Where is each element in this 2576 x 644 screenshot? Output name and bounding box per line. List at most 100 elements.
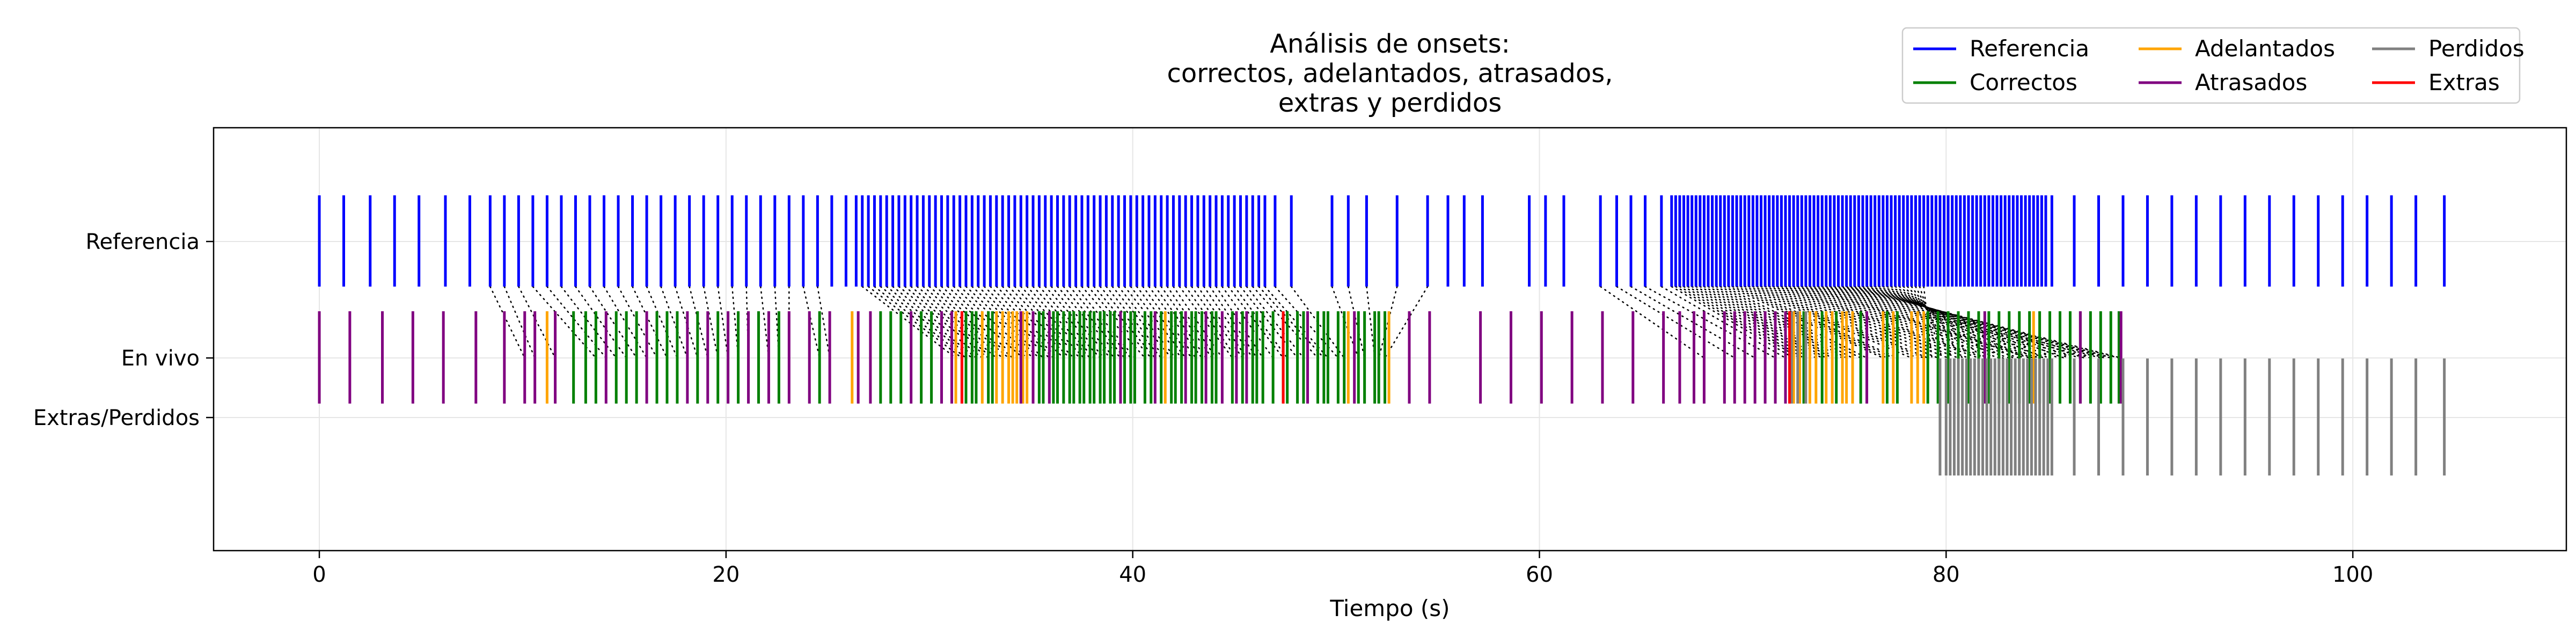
match-link (1081, 286, 1146, 359)
x-tick-label-2: 40 (1119, 562, 1146, 587)
legend-label-perdidos: Perdidos (2428, 35, 2524, 62)
match-link (1057, 286, 1122, 359)
match-link (760, 286, 770, 359)
match-link (1902, 286, 1984, 359)
match-link (867, 286, 963, 359)
match-link (1075, 286, 1136, 359)
match-link (503, 286, 536, 359)
match-link (1087, 286, 1152, 359)
match-link (1764, 286, 1949, 359)
chart-title-line-3: extras y perdidos (1278, 88, 1502, 118)
y-tick-label-0: Referencia (86, 230, 200, 254)
match-link (1919, 286, 1943, 359)
match-link (1772, 286, 1970, 359)
match-link (589, 286, 638, 359)
legend-label-correctos: Correctos (1970, 69, 2077, 96)
match-link (983, 286, 1058, 359)
legend-label-referencia: Referencia (1970, 35, 2089, 62)
match-link (1111, 286, 1172, 359)
match-link (489, 286, 525, 359)
y-tick-label-2: Extras/Perdidos (33, 406, 200, 430)
match-link (1258, 286, 1325, 359)
match-link (532, 286, 597, 359)
match-link (977, 286, 1055, 359)
match-link (660, 286, 689, 359)
match-link (1020, 286, 1091, 359)
y-axis-ticks: Referencia En vivo Extras/Perdidos (33, 230, 214, 430)
match-link (1001, 286, 1075, 359)
match-link (603, 286, 648, 359)
match-link (632, 286, 668, 359)
match-link (1768, 286, 1959, 359)
match-link (965, 286, 1044, 359)
match-link (1203, 286, 1254, 359)
x-tick-label-1: 20 (712, 562, 740, 587)
match-link (1274, 286, 1339, 359)
match-link (1858, 286, 2096, 359)
match-link (1838, 286, 2112, 359)
x-axis-label: Tiempo (s) (1329, 595, 1450, 621)
match-link (817, 286, 831, 359)
match-link (1703, 286, 1837, 359)
match-link (1008, 286, 1081, 359)
match-link (1366, 286, 1375, 359)
legend-label-adelantados: Adelantados (2195, 35, 2335, 62)
match-link (959, 286, 1040, 359)
match-link (1792, 286, 2010, 359)
match-link (1740, 286, 1898, 359)
x-tick-label-3: 60 (1526, 562, 1553, 587)
match-link (1862, 286, 2085, 359)
match-link (1675, 286, 1801, 359)
match-link (1063, 286, 1125, 359)
match-link (861, 286, 957, 359)
match-link (1246, 286, 1305, 359)
match-link (1233, 286, 1288, 359)
match-link (1886, 286, 2024, 359)
match-link (1898, 286, 1994, 359)
match-link (1348, 286, 1365, 359)
match-link (1923, 286, 1933, 359)
match-link (717, 286, 729, 359)
match-link (1050, 286, 1115, 359)
event-marks (318, 195, 2446, 475)
match-link (1069, 286, 1132, 359)
x-tick-label-4: 80 (1933, 562, 1960, 587)
match-link (990, 286, 1065, 359)
match-link (1142, 286, 1197, 359)
match-link (689, 286, 709, 359)
match-link (1846, 286, 2122, 359)
match-link (923, 286, 1009, 359)
match-link (1760, 286, 1939, 359)
match-link (1378, 286, 1398, 359)
legend-label-extras: Extras (2428, 69, 2500, 96)
match-link (575, 286, 627, 359)
chart-title-line-1: Análisis de onsets: (1270, 29, 1510, 59)
match-link (1173, 286, 1223, 359)
match-link (1644, 286, 1776, 359)
match-link (802, 286, 821, 359)
match-link (1805, 286, 2035, 359)
legend-label-atrasados: Atrasados (2195, 69, 2307, 96)
match-link (1801, 286, 2030, 359)
match-link (1384, 286, 1429, 359)
match-link (1719, 286, 1862, 359)
match-link (1671, 286, 1795, 359)
match-link (702, 286, 719, 359)
match-link (1776, 286, 1980, 359)
match-link (1215, 286, 1264, 359)
match-link (1825, 286, 2081, 359)
match-link (1106, 286, 1166, 359)
match-link (1724, 286, 1868, 359)
match-link (1715, 286, 1854, 359)
match-link (1732, 286, 1888, 359)
match-link (1907, 286, 1973, 359)
x-tick-label-0: 0 (312, 562, 326, 587)
match-link (971, 286, 1050, 359)
plot-frame (213, 127, 2567, 552)
chart-title-line-2: correctos, adelantados, atrasados, (1167, 58, 1613, 89)
match-link (1264, 286, 1329, 359)
match-link (1711, 286, 1847, 359)
match-link (1599, 286, 1705, 359)
match-link (1616, 286, 1736, 359)
